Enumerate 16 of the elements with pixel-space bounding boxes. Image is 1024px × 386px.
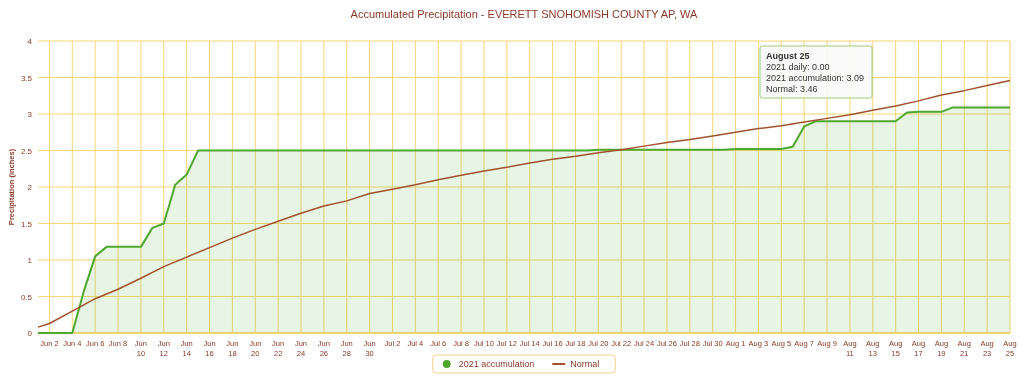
legend-label: 2021 accumulation <box>458 359 535 369</box>
annotation: 2021 daily: 0.00 <box>766 62 830 72</box>
y-tick-label: 3 <box>27 110 33 119</box>
y-tick-label: 2.5 <box>20 146 33 156</box>
y-tick-label: 3.5 <box>20 73 33 83</box>
y-tick-label: 1 <box>27 256 33 265</box>
legend-label: Normal <box>570 359 600 369</box>
y-tick-label: 0 <box>27 329 33 338</box>
y-tick-label: 1.5 <box>20 219 33 229</box>
y-tick-label: 0.5 <box>20 292 33 302</box>
annotation: 2021 accumulation: 3.09 <box>766 73 865 83</box>
annotation: August 25 <box>766 51 810 61</box>
y-tick-label: 4 <box>27 37 33 46</box>
y-tick-label: 2 <box>27 183 33 192</box>
chart-title: Accumulated Precipitation - EVERETT SNOHOMISH COUNTY AP, WA <box>350 8 699 20</box>
annotation: Normal: 3.46 <box>766 84 818 94</box>
